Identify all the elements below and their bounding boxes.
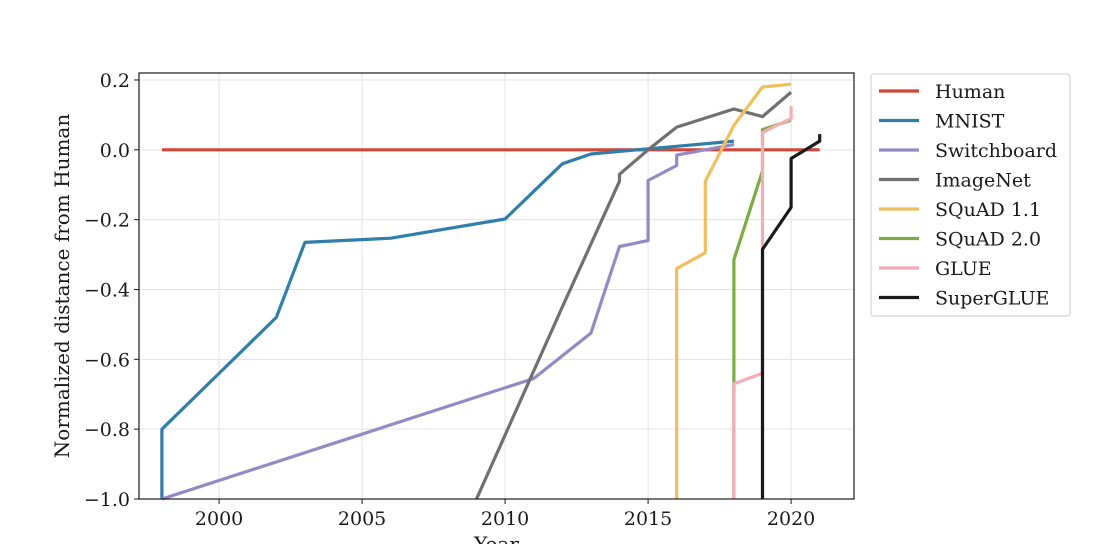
series-line-squad-1-1 — [675, 82, 792, 499]
y-tick-label: −0.8 — [84, 419, 130, 441]
x-axis-label: Year — [473, 532, 519, 544]
x-tick-label: 2005 — [338, 508, 386, 530]
y-tick-label: −0.4 — [84, 279, 130, 301]
x-tick-label: 2020 — [767, 508, 815, 530]
legend-label-squad-2-0: SQuAD 2.0 — [935, 229, 1041, 251]
legend-label-squad-1-1: SQuAD 1.1 — [935, 199, 1041, 221]
series-lines — [160, 82, 822, 501]
x-tick-label: 2015 — [624, 508, 672, 530]
y-tick-label: −0.6 — [84, 349, 130, 371]
legend-label-glue: GLUE — [935, 258, 992, 280]
series-line-superglue — [760, 134, 822, 499]
series-line-mnist — [160, 139, 735, 499]
series-line-switchboard — [161, 143, 735, 501]
legend-label-human: Human — [935, 81, 1005, 103]
legend-label-switchboard: Switchboard — [935, 140, 1057, 162]
legend-label-mnist: MNIST — [935, 111, 1005, 133]
x-axis-ticks: 2000 2005 2010 2015 2020 — [195, 499, 815, 530]
y-tick-label: −0.2 — [84, 210, 130, 232]
plot-area-frame — [138, 72, 855, 500]
grid-lines — [139, 73, 854, 500]
x-tick-label: 2010 — [481, 508, 529, 530]
series-line-imagenet — [475, 90, 793, 500]
legend-label-superglue: SuperGLUE — [935, 288, 1049, 310]
y-axis-label: Normalized distance from Human — [50, 114, 74, 459]
y-tick-label: 0.0 — [100, 140, 130, 162]
y-tick-label: −1.0 — [84, 489, 130, 511]
legend-label-imagenet: ImageNet — [935, 170, 1031, 192]
x-tick-label: 2000 — [195, 508, 243, 530]
y-axis-ticks: −1.0 −0.8 −0.6 −0.4 −0.2 0.0 0.2 — [84, 70, 139, 511]
y-tick-label: 0.2 — [100, 70, 130, 92]
legend: Human MNIST Switchboard ImageNet SQuAD 1.1 SQ… — [870, 73, 1071, 317]
legend-box — [870, 73, 1071, 317]
